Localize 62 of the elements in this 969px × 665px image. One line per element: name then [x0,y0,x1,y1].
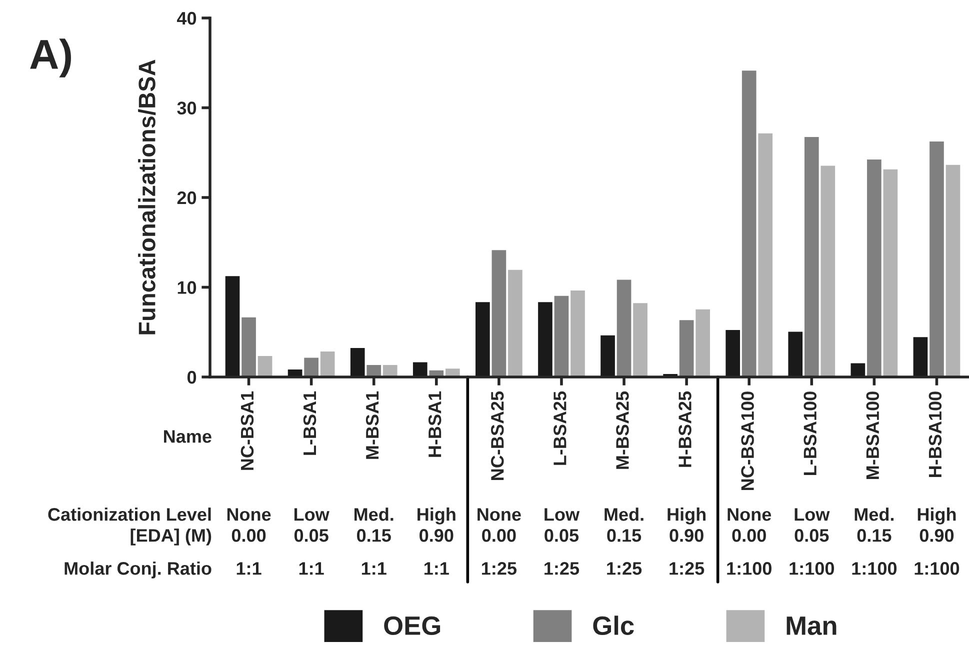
x-tick-label: L-BSA100 [804,392,816,475]
y-axis-title: Funcationalizations/BSA [138,60,156,334]
x-tick-label: H-BSA100 [928,392,942,477]
x-tick-label: L-BSA25 [554,391,566,465]
text: 0.15 [607,529,642,542]
legend-label: OEG [384,616,440,636]
x-tick-label: H-BSA25 [678,391,692,467]
text: 1:100 [914,562,960,575]
text: Low [794,508,830,521]
text: 0.05 [794,529,829,542]
text: Med. [604,508,644,521]
text: 1:1 [236,562,262,575]
text: Med. [354,508,394,521]
text: Cationization Level [48,508,211,521]
text: 1:1 [299,562,324,575]
text: 1:100 [727,562,772,575]
x-tick-label: M-BSA100 [866,392,880,479]
x-tick-label: M-BSA25 [616,391,629,469]
y-tick-label: 10 [178,281,196,294]
text: 0.05 [294,529,328,542]
text: 0.00 [232,529,266,542]
text: 0.90 [670,529,704,542]
text: None [478,508,521,521]
text: [EDA] (M) [130,528,212,546]
text: 1:25 [544,562,580,575]
text: 0.90 [920,529,954,542]
text: None [728,508,772,521]
x-tick-label: L-BSA1 [303,391,316,455]
text: 1:1 [424,562,449,575]
y-tick-label: 40 [177,12,196,25]
y-tick-label: 20 [177,191,196,204]
text: High [418,508,456,524]
text: High [668,508,706,524]
text: Molar Conj. Ratio [64,562,212,578]
text: None [227,508,271,521]
text: 0.05 [544,529,579,542]
text: Low [544,508,580,521]
x-tick-label: H-BSA1 [428,391,442,457]
text: 1:25 [670,562,704,575]
text: 1:25 [482,562,517,575]
legend-label: Glc [593,616,634,636]
y-tick-label: 0 [187,370,196,384]
y-tick-label: 30 [177,102,196,114]
text: 0.00 [482,529,516,542]
text: A) [30,38,71,78]
text: Name [164,430,212,443]
text: 1:100 [790,562,834,575]
text: 0.15 [357,529,391,542]
text: Med. [854,508,894,521]
text: Low [294,508,330,521]
text: 0.15 [857,529,892,542]
x-tick-label: NC-BSA1 [240,391,254,470]
legend-label: Man [786,616,836,636]
x-tick-label: M-BSA1 [366,391,379,459]
text: 1:100 [852,562,897,575]
text: High [918,508,956,524]
text: 0.90 [420,529,454,542]
x-tick-label: NC-BSA100 [741,392,754,490]
text: 1:25 [607,562,642,575]
text: 1:1 [362,562,386,575]
text: 0.00 [732,529,766,542]
x-tick-label: NC-BSA25 [491,391,504,480]
